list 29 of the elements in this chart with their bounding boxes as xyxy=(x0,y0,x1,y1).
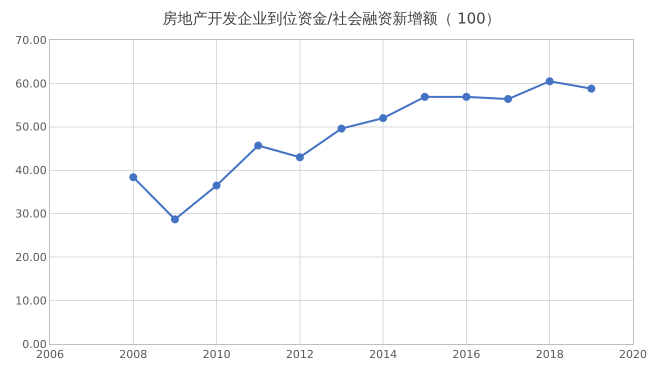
point xyxy=(379,114,388,122)
y-tick-label: 50.00 xyxy=(15,120,47,134)
y-tick-label: 0.00 xyxy=(22,338,47,351)
y-tick-label: 40.00 xyxy=(15,164,47,178)
point xyxy=(504,95,512,104)
x-tick-label: 2006 xyxy=(36,348,64,362)
x-tick-label: 2020 xyxy=(619,348,647,362)
y-tick-label: 60.00 xyxy=(15,77,47,90)
chart-title: 房地产开发企业到位资金/社会融资新增额（ 100） xyxy=(162,10,501,28)
y-tick-label: 20.00 xyxy=(15,250,47,264)
point xyxy=(212,181,221,190)
x-tick-label: 2010 xyxy=(202,348,231,362)
point xyxy=(546,77,554,86)
point xyxy=(587,84,596,93)
x-tick-label: 2012 xyxy=(286,348,314,362)
y-tick-label: 30.00 xyxy=(15,208,47,221)
x-tick-label: 2016 xyxy=(452,348,480,362)
y-tick-label: 10.00 xyxy=(15,294,47,308)
x-tick-label: 2014 xyxy=(369,348,398,362)
point xyxy=(338,124,346,133)
point xyxy=(129,173,138,182)
y-tick-label: 70.00 xyxy=(15,34,47,47)
point xyxy=(462,92,470,101)
point xyxy=(420,92,429,101)
point xyxy=(296,153,304,162)
x-tick-label: 2018 xyxy=(536,348,564,362)
x-tick-label: 2008 xyxy=(119,348,148,362)
point xyxy=(170,215,179,224)
point xyxy=(254,142,262,150)
